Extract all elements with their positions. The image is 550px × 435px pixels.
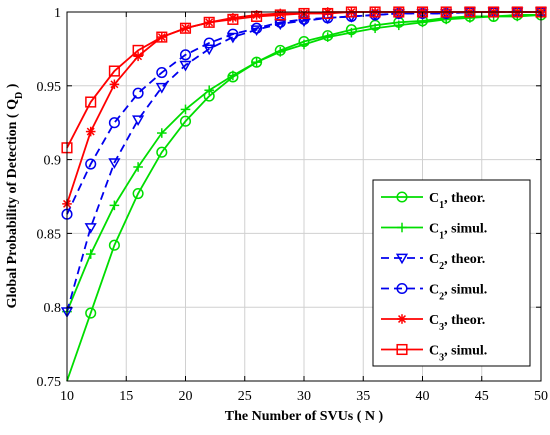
data-point xyxy=(156,146,168,158)
data-point xyxy=(157,128,167,138)
data-point xyxy=(179,115,192,127)
data-point xyxy=(132,87,144,99)
legend-entry: C1, simul. xyxy=(381,222,487,242)
data-point xyxy=(132,44,144,56)
data-point xyxy=(85,96,97,108)
legend-marker xyxy=(396,282,408,295)
data-point xyxy=(346,27,357,38)
data-point xyxy=(227,28,239,40)
data-point xyxy=(251,22,263,34)
data-point xyxy=(203,16,215,28)
legend-marker xyxy=(396,343,408,356)
data-point xyxy=(84,223,97,234)
data-point xyxy=(179,60,192,72)
x-tick-label: 20 xyxy=(179,389,193,404)
legend-entry: C3, simul. xyxy=(381,343,487,364)
y-tick-label: 0.9 xyxy=(44,154,62,169)
x-tick-label: 25 xyxy=(238,389,252,404)
y-tick-label: 1 xyxy=(54,6,61,21)
x-tick-labels: 10 15 20 25 30 35 40 45 50 xyxy=(60,389,548,404)
data-point xyxy=(155,82,168,94)
data-point xyxy=(85,249,96,259)
legend-label: C1, theor. xyxy=(429,191,485,211)
y-tick-labels: 0.75 0.8 0.85 0.9 0.95 1 xyxy=(37,6,62,390)
data-point xyxy=(203,44,216,56)
data-point xyxy=(179,49,192,61)
y-axis-title: Global Probability of Detection ( QD ) xyxy=(5,83,25,308)
x-tick-label: 15 xyxy=(119,389,133,404)
legend-marker xyxy=(397,222,407,233)
x-tick-label: 30 xyxy=(297,389,311,404)
data-point xyxy=(109,200,120,211)
legend: C1, theor. C1, simul. C2, theor. C2, simul.… xyxy=(372,179,531,367)
data-point xyxy=(299,39,309,50)
data-point xyxy=(132,187,144,200)
data-point xyxy=(132,115,145,127)
x-tick-label: 35 xyxy=(356,389,370,404)
data-point xyxy=(179,22,192,34)
data-point xyxy=(108,117,120,129)
data-point xyxy=(251,57,262,67)
data-point xyxy=(228,70,238,81)
axis-ticks xyxy=(66,11,542,382)
data-point xyxy=(85,307,97,319)
x-tick-label: 50 xyxy=(534,389,548,404)
y-tick-label: 0.95 xyxy=(37,80,62,95)
data-point xyxy=(370,23,380,34)
data-point xyxy=(133,51,143,62)
data-point xyxy=(109,79,120,90)
legend-marker xyxy=(395,253,409,265)
data-point xyxy=(156,66,168,79)
data-point xyxy=(274,9,286,21)
data-point xyxy=(298,7,310,20)
data-point xyxy=(85,158,97,170)
data-point xyxy=(156,31,168,43)
data-point xyxy=(275,47,286,57)
legend-entry: C2, theor. xyxy=(381,252,485,272)
legend-label: C1, simul. xyxy=(429,222,487,242)
legend-entry: C2, simul. xyxy=(381,282,487,303)
y-tick-label: 0.8 xyxy=(44,301,62,316)
x-tick-label: 10 xyxy=(60,389,74,404)
data-point xyxy=(108,158,121,169)
data-point xyxy=(85,126,96,137)
legend-entry: C1, theor. xyxy=(381,191,485,211)
legend-box xyxy=(372,179,531,367)
data-point xyxy=(180,104,191,115)
legend-marker xyxy=(397,314,407,324)
x-tick-label: 45 xyxy=(475,389,489,404)
data-point xyxy=(227,13,239,25)
data-point xyxy=(133,162,143,172)
data-point xyxy=(394,20,404,31)
y-tick-label: 0.75 xyxy=(37,375,62,390)
data-point xyxy=(322,32,333,42)
legend-marker xyxy=(396,191,408,203)
legend-label: C3, simul. xyxy=(429,344,487,364)
x-tick-label: 40 xyxy=(416,389,430,404)
legend-label: C2, theor. xyxy=(429,252,485,272)
data-point xyxy=(108,65,120,77)
legend-label: C2, simul. xyxy=(429,283,487,303)
data-point xyxy=(204,85,214,96)
legend-label: C3, theor. xyxy=(429,313,485,333)
data-point xyxy=(203,37,215,49)
y-tick-label: 0.85 xyxy=(37,227,62,242)
data-point xyxy=(108,239,120,251)
data-point xyxy=(250,25,263,37)
x-axis-title: The Number of SVUs ( N ) xyxy=(225,409,384,424)
legend-entry: C3, theor. xyxy=(381,313,485,333)
data-point xyxy=(322,7,334,20)
